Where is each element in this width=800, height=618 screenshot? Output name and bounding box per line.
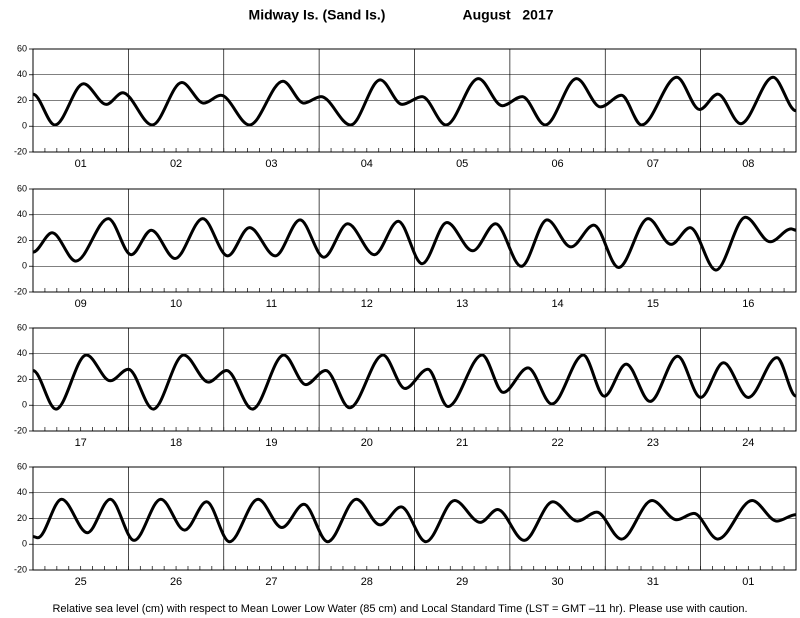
day-label: 01: [742, 576, 754, 588]
tide-line: [32, 497, 797, 544]
plot-frame: [32, 327, 797, 432]
day-label: 06: [551, 158, 563, 170]
y-tick-label: 20: [17, 95, 27, 105]
y-tick-label: 20: [17, 513, 27, 523]
plot-frame: [32, 48, 797, 153]
y-tick-label: -20: [14, 286, 27, 296]
y-tick-label: 20: [17, 235, 27, 245]
day-label: 03: [265, 158, 277, 170]
y-tick-label: 40: [17, 348, 27, 358]
y-tick-label: 60: [17, 461, 27, 471]
tide-line: [32, 353, 797, 411]
day-label: 12: [361, 298, 373, 310]
day-label: 20: [361, 437, 373, 449]
day-label: 05: [456, 158, 468, 170]
footnote: Relative sea level (cm) with respect to …: [52, 603, 747, 615]
tide-line: [32, 215, 797, 272]
y-tick-label: 40: [17, 69, 27, 79]
plot-frame: [32, 466, 797, 571]
day-label: 23: [647, 437, 659, 449]
day-label: 31: [647, 576, 659, 588]
day-label: 25: [75, 576, 87, 588]
y-tick-label: 60: [17, 43, 27, 53]
y-tick-label: 0: [22, 121, 27, 131]
day-label: 22: [551, 437, 563, 449]
y-tick-label: 0: [22, 261, 27, 271]
day-label: 27: [265, 576, 277, 588]
day-label: 02: [170, 158, 182, 170]
y-tick-label: 0: [22, 400, 27, 410]
y-tick-label: -20: [14, 564, 27, 574]
day-label: 01: [75, 158, 87, 170]
day-label: 16: [742, 298, 754, 310]
day-label: 17: [75, 437, 87, 449]
day-label: 19: [265, 437, 277, 449]
day-label: 13: [456, 298, 468, 310]
y-tick-label: -20: [14, 146, 27, 156]
day-label: 07: [647, 158, 659, 170]
day-label: 21: [456, 437, 468, 449]
day-label: 14: [551, 298, 563, 310]
day-label: 29: [456, 576, 468, 588]
chart-date: August 2017: [462, 7, 553, 23]
y-tick-label: 40: [17, 487, 27, 497]
tide-line: [32, 75, 797, 127]
plot-frame: [32, 188, 797, 293]
y-tick-label: 60: [17, 322, 27, 332]
y-tick-label: -20: [14, 425, 27, 435]
day-label: 26: [170, 576, 182, 588]
day-label: 18: [170, 437, 182, 449]
y-tick-label: 60: [17, 183, 27, 193]
day-label: 24: [742, 437, 754, 449]
day-label: 04: [361, 158, 373, 170]
day-label: 11: [266, 298, 277, 310]
day-label: 09: [75, 298, 87, 310]
y-tick-label: 40: [17, 209, 27, 219]
y-tick-label: 0: [22, 539, 27, 549]
day-label: 10: [170, 298, 182, 310]
day-label: 28: [361, 576, 373, 588]
chart-title: Midway Is. (Sand Is.): [249, 7, 386, 23]
day-label: 15: [647, 298, 659, 310]
day-label: 08: [742, 158, 754, 170]
y-tick-label: 20: [17, 374, 27, 384]
day-label: 30: [551, 576, 563, 588]
